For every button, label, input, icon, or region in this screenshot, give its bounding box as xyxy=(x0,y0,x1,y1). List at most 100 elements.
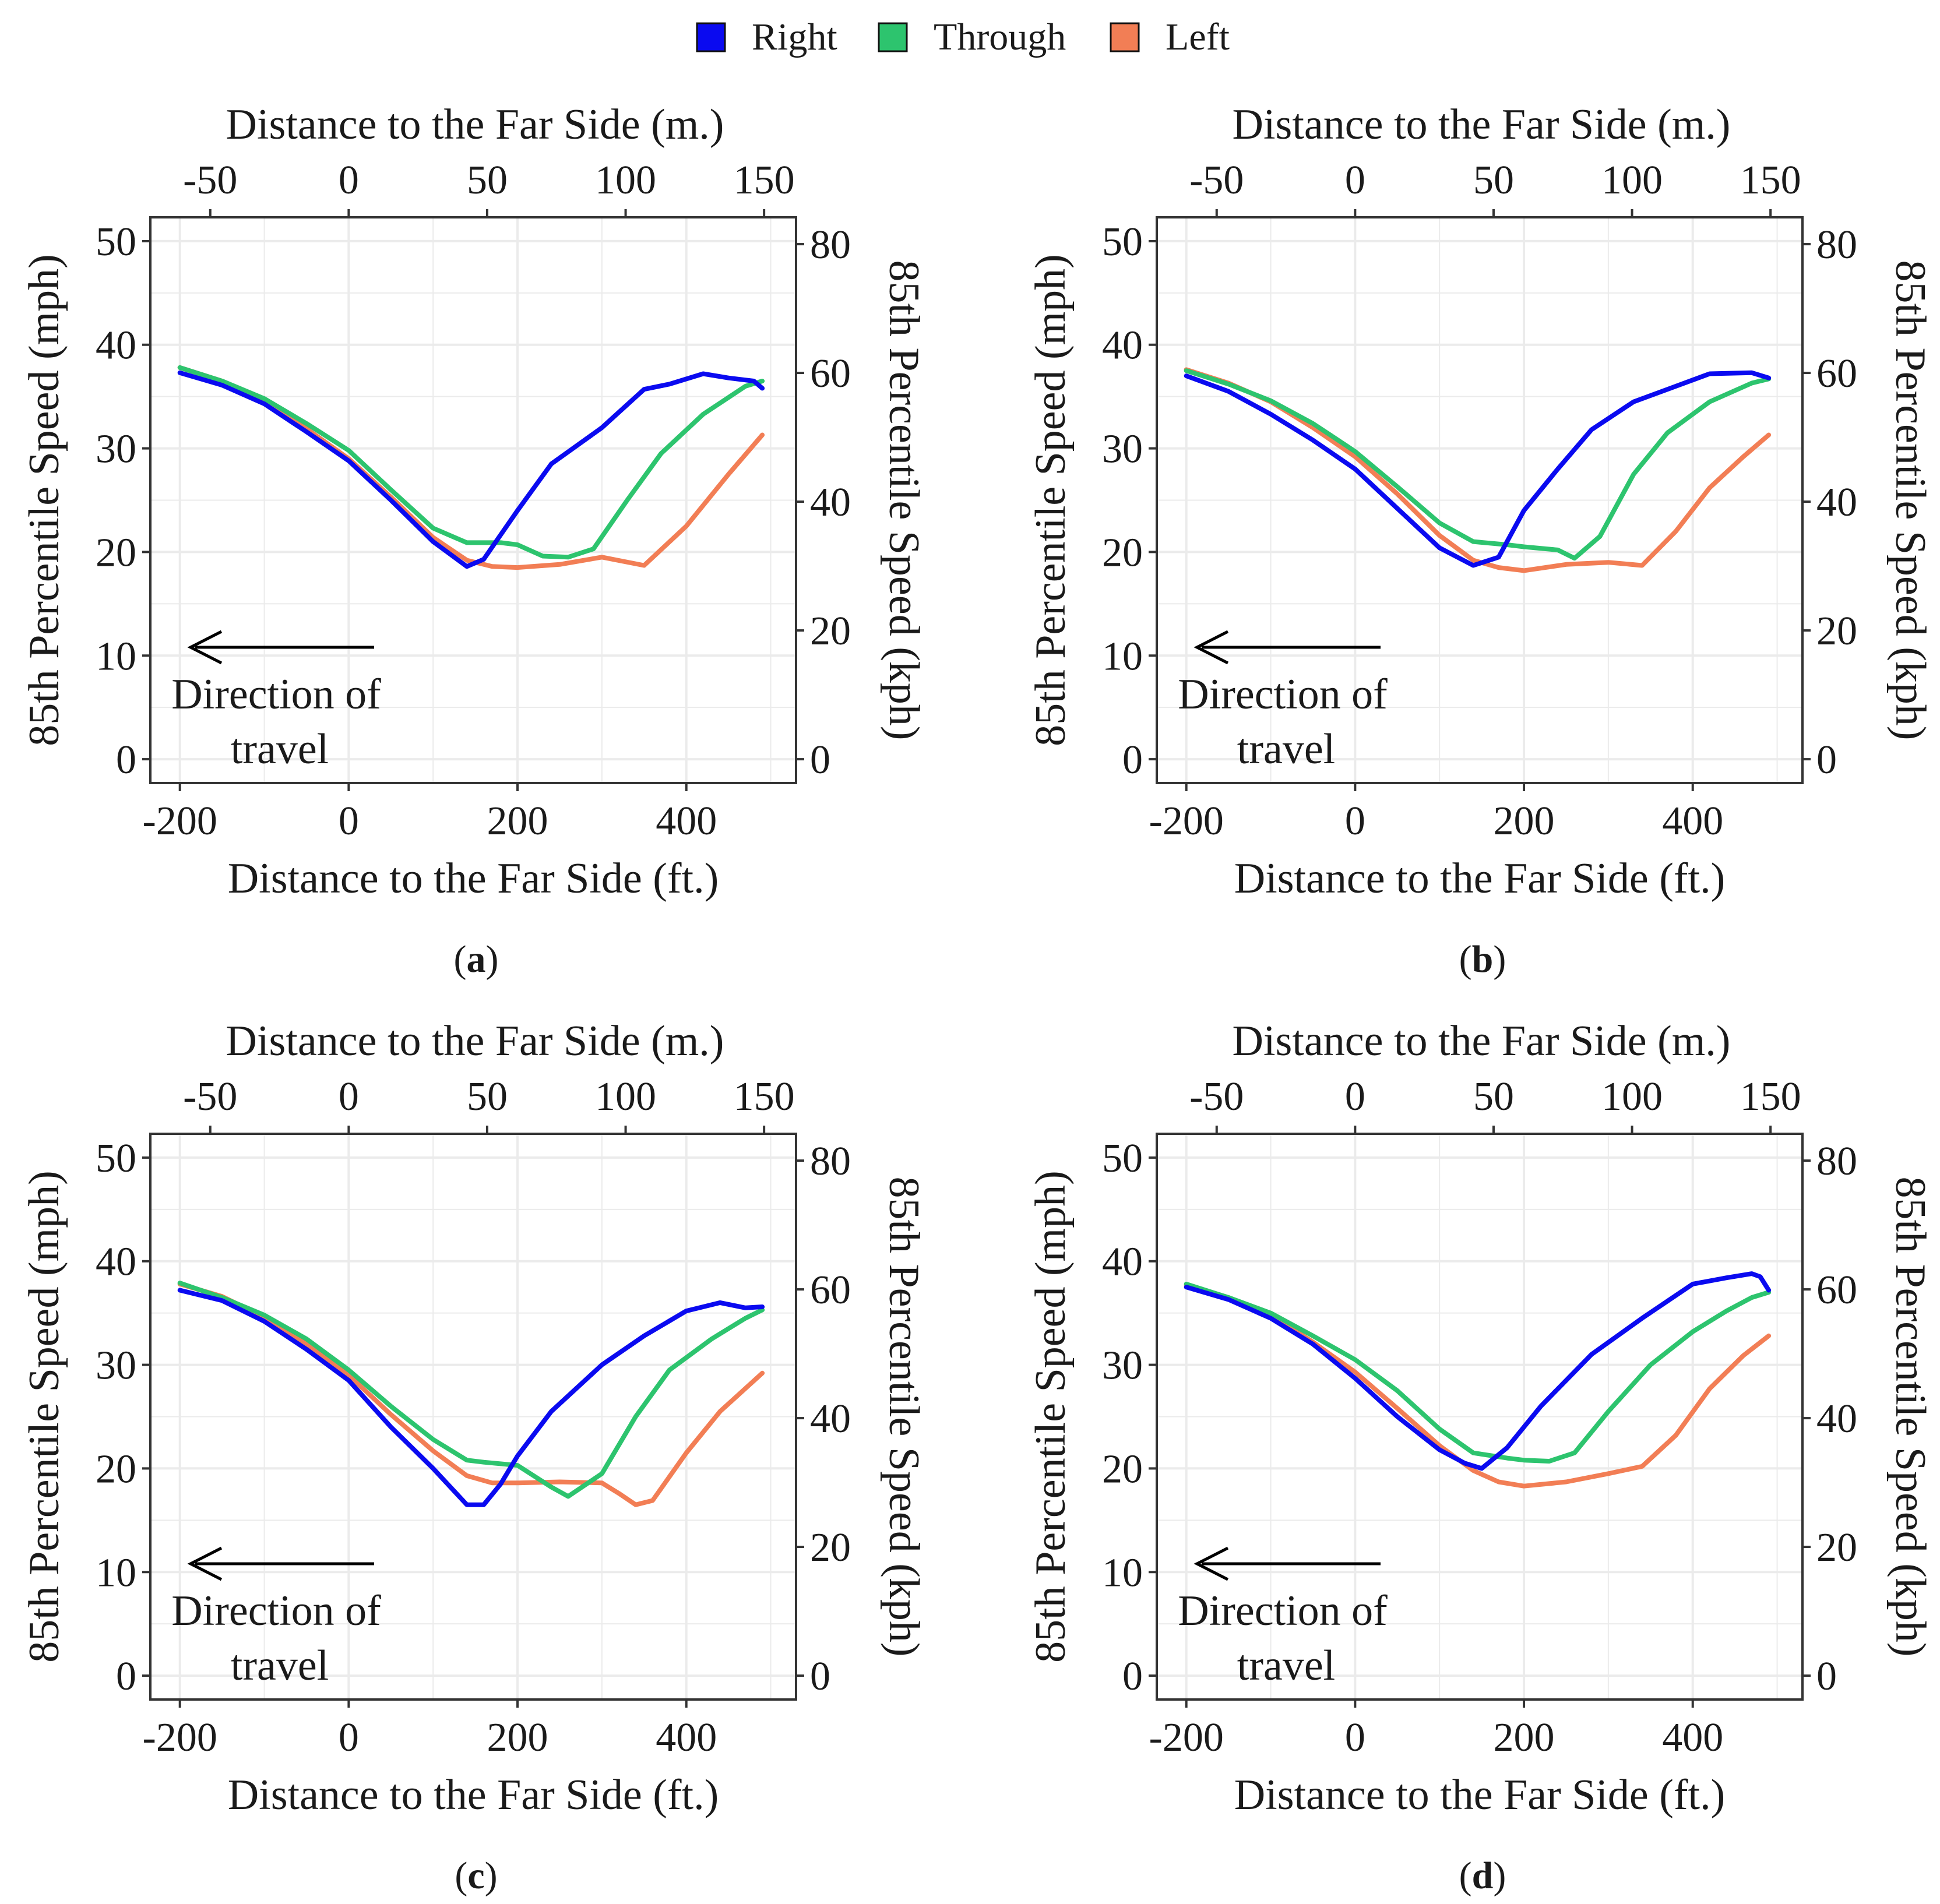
x-axis-title: Distance to the Far Side (ft.) xyxy=(228,855,719,902)
y-right-axis-title: 85th Percentile Speed (kph) xyxy=(1886,260,1934,740)
legend-item-right: Right xyxy=(696,16,837,58)
y-tick-label: 10 xyxy=(1102,1550,1143,1595)
x-top-tick-label: 150 xyxy=(1740,158,1801,203)
x-tick-label: 0 xyxy=(339,1715,359,1760)
series-line-right xyxy=(177,1288,765,1507)
annotation-line-1: Direction of xyxy=(171,671,381,718)
x-top-tick-label: -50 xyxy=(183,158,237,203)
y-left-axis: 0 10 20 30 40 50 85th Percentile Speed (mph) xyxy=(1027,220,1157,782)
legend-label-left: Left xyxy=(1166,16,1230,58)
direction-arrow-head xyxy=(187,630,223,665)
y-tick-label: 50 xyxy=(1102,1136,1143,1181)
caption-letter: b xyxy=(1472,938,1494,981)
direction-arrow-head xyxy=(1193,630,1229,665)
x-tick-label: 400 xyxy=(1662,1715,1723,1760)
y-right-tick-label: 80 xyxy=(810,223,851,267)
caption-close: ) xyxy=(486,938,499,981)
y-right-tick-label: 0 xyxy=(810,1654,830,1699)
y-right-tick-label: 40 xyxy=(1816,480,1857,525)
y-tick-label: 50 xyxy=(96,1136,136,1181)
x-bottom-axis: -200 0 200 400 Distance to the Far Side (ft.… xyxy=(1149,783,1726,902)
legend-key-right xyxy=(696,22,726,52)
x-top-axis-title: Distance to the Far Side (m.) xyxy=(226,1017,724,1065)
y-tick-label: 40 xyxy=(96,1240,136,1285)
series-line-left xyxy=(1184,367,1772,573)
series-line-right xyxy=(1184,1271,1772,1471)
x-bottom-axis: -200 0 200 400 Distance to the Far Side (ft.… xyxy=(143,1700,719,1819)
y-right-axis: 0 20 40 60 80 85th Percentile Speed (kph) xyxy=(796,1139,928,1699)
direction-annotation: Direction of travel xyxy=(1178,1546,1388,1690)
x-tick-label: 0 xyxy=(1345,1715,1365,1760)
y-tick-label: 30 xyxy=(1102,1344,1143,1388)
y-tick-label: 0 xyxy=(1122,738,1143,782)
y-tick-label: 0 xyxy=(116,738,136,782)
gridlines xyxy=(1157,1134,1802,1700)
y-right-tick-label: 0 xyxy=(1816,738,1837,782)
y-left-axis: 0 10 20 30 40 50 85th Percentile Speed (mph) xyxy=(20,220,150,782)
caption-open: ( xyxy=(454,938,467,981)
y-tick-label: 20 xyxy=(96,530,136,575)
caption-letter: a xyxy=(467,938,486,981)
y-tick-label: 10 xyxy=(1102,634,1143,679)
caption-close: ) xyxy=(1493,1854,1506,1897)
y-right-axis-title: 85th Percentile Speed (kph) xyxy=(880,260,928,740)
plot-border xyxy=(149,1133,797,1701)
y-right-tick-label: 40 xyxy=(1816,1397,1857,1441)
annotation-line-2: travel xyxy=(231,725,329,773)
x-top-tick-label: 50 xyxy=(467,158,508,203)
x-tick-label: 400 xyxy=(1662,799,1723,844)
y-tick-label: 10 xyxy=(96,634,136,679)
series-line-through xyxy=(1184,1281,1772,1464)
y-right-axis: 0 20 40 60 80 85th Percentile Speed (kph) xyxy=(1802,1139,1934,1699)
y-tick-label: 30 xyxy=(1102,427,1143,472)
y-right-axis: 0 20 40 60 80 85th Percentile Speed (kph) xyxy=(1802,223,1934,782)
x-tick-label: 200 xyxy=(487,1715,548,1760)
legend-label-through: Through xyxy=(934,16,1066,58)
panel-caption: (c) xyxy=(455,1854,497,1897)
y-tick-label: 30 xyxy=(96,1344,136,1388)
annotation-line-1: Direction of xyxy=(171,1587,381,1635)
x-tick-label: 0 xyxy=(1345,799,1365,844)
x-top-tick-label: 150 xyxy=(734,1074,795,1119)
x-axis-title: Distance to the Far Side (ft.) xyxy=(1234,855,1726,902)
x-top-axis-title: Distance to the Far Side (m.) xyxy=(226,101,724,149)
y-right-tick-label: 80 xyxy=(1816,223,1857,267)
x-tick-label: -200 xyxy=(143,1715,217,1760)
x-top-tick-label: 100 xyxy=(1601,1074,1663,1119)
caption-open: ( xyxy=(1459,1854,1472,1897)
y-right-tick-label: 40 xyxy=(810,1397,851,1441)
legend-item-left: Left xyxy=(1110,16,1230,58)
y-right-tick-label: 20 xyxy=(1816,609,1857,654)
y-tick-label: 30 xyxy=(96,427,136,472)
x-top-tick-label: 150 xyxy=(1740,1074,1801,1119)
caption-close: ) xyxy=(485,1854,498,1897)
annotation-line-1: Direction of xyxy=(1178,671,1388,718)
x-tick-label: -200 xyxy=(143,799,217,844)
plot-border xyxy=(149,216,797,784)
y-left-axis: 0 10 20 30 40 50 85th Percentile Speed (mph) xyxy=(1027,1136,1157,1699)
y-axis-title: 85th Percentile Speed (mph) xyxy=(1027,1170,1075,1663)
x-top-axis-title: Distance to the Far Side (m.) xyxy=(1233,1017,1731,1065)
legend-key-through xyxy=(878,22,908,52)
caption-letter: d xyxy=(1472,1854,1494,1897)
y-tick-label: 10 xyxy=(96,1550,136,1595)
panel-caption: (b) xyxy=(1459,938,1506,981)
y-tick-label: 20 xyxy=(96,1447,136,1492)
caption-open: ( xyxy=(455,1854,467,1897)
x-top-axis-title: Distance to the Far Side (m.) xyxy=(1233,101,1731,149)
x-top-tick-label: 100 xyxy=(595,158,656,203)
y-right-tick-label: 60 xyxy=(810,351,851,396)
y-left-axis: 0 10 20 30 40 50 85th Percentile Speed (mph) xyxy=(20,1136,150,1699)
annotation-line-2: travel xyxy=(231,1642,329,1690)
y-right-tick-label: 80 xyxy=(1816,1139,1857,1184)
series-line-right xyxy=(177,370,765,569)
x-tick-label: 400 xyxy=(656,799,717,844)
x-top-tick-label: 0 xyxy=(339,158,359,203)
y-right-axis-title: 85th Percentile Speed (kph) xyxy=(880,1176,928,1656)
x-bottom-axis: -200 0 200 400 Distance to the Far Side (ft.… xyxy=(143,783,719,902)
